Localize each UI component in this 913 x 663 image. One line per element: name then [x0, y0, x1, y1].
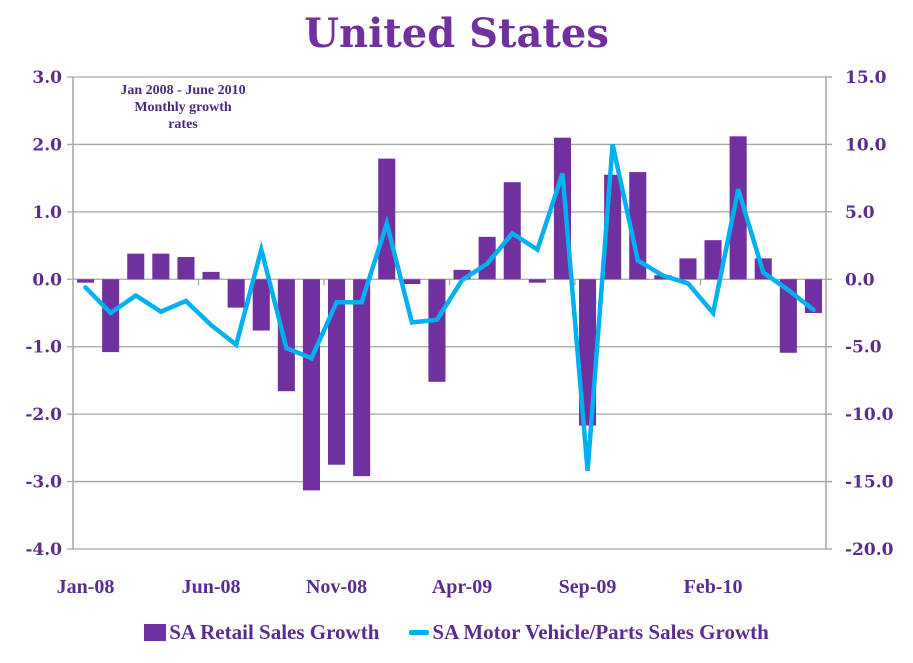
bar-retail-sales: [704, 240, 722, 280]
bar-retail-sales: [302, 279, 320, 491]
bar-retail-sales: [152, 253, 170, 280]
bar-series: [77, 136, 822, 491]
y-left-tick-label: -3.0: [25, 473, 62, 493]
legend-item-motor-vehicle[interactable]: SA Motor Vehicle/Parts Sales Growth: [409, 620, 769, 645]
x-tick-label: Apr-09: [432, 576, 492, 598]
y-left-tick-label: -2.0: [25, 405, 62, 425]
y-right-tick-label: 5.0: [845, 203, 875, 223]
legend: SA Retail Sales Growth SA Motor Vehicle/…: [0, 620, 913, 645]
y-left-tick-label: 2.0: [32, 135, 62, 155]
bar-retail-sales: [679, 258, 697, 280]
y-right-tick-label: -15.0: [845, 473, 894, 493]
line-series: [83, 143, 816, 471]
bar-retail-sales: [528, 279, 546, 283]
y-left-tick-label: 1.0: [32, 203, 62, 223]
y-right-tick-label: 10.0: [845, 135, 887, 155]
bar-retail-sales: [252, 279, 270, 331]
legend-bar-swatch-icon: [144, 624, 167, 641]
chart-annotation: Jan 2008 - June 2010 Monthly growth rate…: [88, 82, 278, 133]
bar-retail-sales: [629, 172, 647, 280]
annotation-line-2: Monthly growth: [134, 100, 232, 115]
y-right-tick-label: 0.0: [845, 270, 875, 290]
y-right-tick-label: -10.0: [845, 405, 894, 425]
legend-line-swatch-icon: [409, 630, 430, 635]
bar-retail-sales: [779, 279, 797, 353]
bar-retail-sales: [202, 271, 220, 280]
bar-retail-sales: [328, 279, 346, 465]
bar-retail-sales: [77, 279, 95, 283]
bar-retail-sales: [177, 257, 195, 280]
gridlines: [67, 76, 832, 550]
y-left-tick-label: -1.0: [25, 338, 62, 358]
bar-retail-sales: [729, 136, 747, 280]
bar-retail-sales: [277, 279, 295, 392]
x-tick-label: Jan-08: [57, 576, 115, 598]
y-right-tick-label: -20.0: [845, 540, 894, 560]
tick-labels: 3.0 2.0 1.0 0.0 -1.0 -2.0 -3.0 -4.0 15.0 10.0 5.0 0…: [25, 68, 893, 598]
bar-retail-sales: [453, 269, 471, 280]
chart-title: United States: [304, 10, 609, 57]
y-right-tick-label: -5.0: [845, 338, 882, 358]
x-tick-label: Jun-08: [182, 576, 241, 598]
bar-retail-sales: [403, 279, 421, 285]
y-left-tick-label: 0.0: [32, 270, 62, 290]
x-tick-label: Sep-09: [559, 576, 617, 598]
annotation-line-1: Jan 2008 - June 2010: [120, 83, 246, 98]
bar-retail-sales: [227, 279, 245, 308]
legend-item-retail[interactable]: SA Retail Sales Growth: [144, 620, 379, 645]
x-tick-label: Feb-10: [684, 576, 743, 598]
line-motor-vehicle-sales: [83, 143, 816, 471]
legend-label-motor-vehicle: SA Motor Vehicle/Parts Sales Growth: [432, 620, 769, 644]
y-right-tick-label: 15.0: [845, 68, 887, 88]
bar-retail-sales: [428, 279, 446, 382]
bar-retail-sales: [127, 253, 145, 280]
bar-retail-sales: [353, 279, 371, 477]
annotation-line-3: rates: [168, 117, 198, 132]
x-tick-label: Nov-08: [306, 576, 367, 598]
y-left-tick-label: -4.0: [25, 540, 62, 560]
y-left-tick-label: 3.0: [32, 68, 62, 88]
legend-label-retail: SA Retail Sales Growth: [169, 620, 380, 644]
axes: [67, 76, 832, 550]
